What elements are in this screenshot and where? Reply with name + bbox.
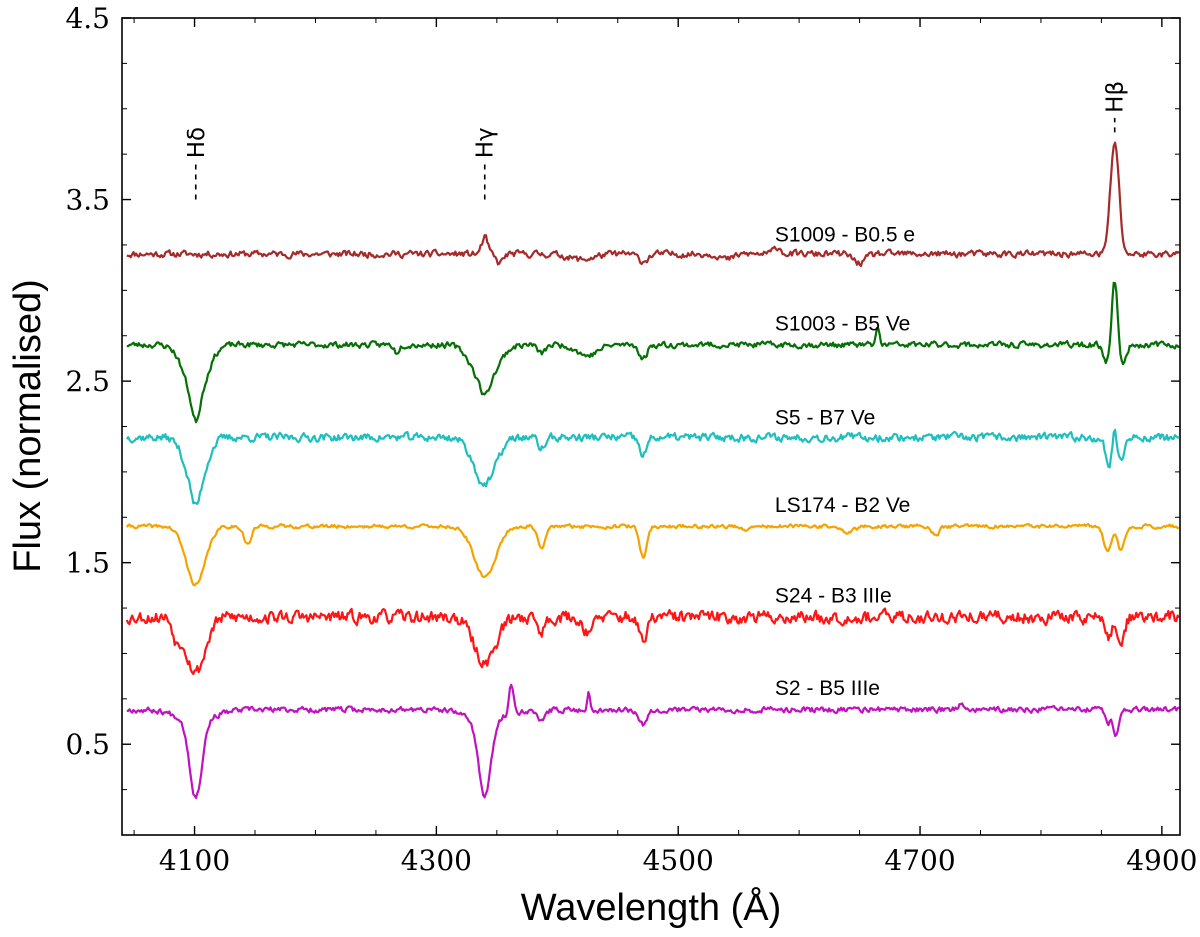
y-axis-label: Flux (normalised) [7, 279, 49, 573]
series-label: LS174 - B2 Ve [775, 494, 910, 517]
y-tick-label: 3.5 [65, 184, 110, 217]
x-axis-label: Wavelength (Å) [521, 885, 781, 929]
x-tick-label: 4300 [401, 844, 472, 877]
spectrum-line-4 [125, 607, 1180, 676]
y-tick-label: 1.5 [65, 547, 110, 580]
series-label: S1003 - B5 Ve [775, 312, 910, 335]
series-layer [125, 141, 1180, 800]
tick-layer: 4100 4300 4500 4700 4900 0.5 1.5 2.5 3.5 4.5 [65, 2, 1197, 877]
x-tick-label: 4900 [1126, 844, 1197, 877]
line-marker-layer: Hδ Hγ Hβ [184, 81, 1129, 200]
spectrum-line-5 [126, 683, 1180, 800]
spectrum-line-2 [125, 428, 1179, 505]
y-tick-label: 0.5 [65, 728, 110, 761]
x-tick-label: 4500 [643, 844, 714, 877]
spectrum-line-0 [126, 141, 1180, 268]
line-marker-label: Hγ [473, 127, 499, 158]
series-label: S1009 - B0.5 e [775, 223, 915, 246]
x-tick-label: 4100 [159, 844, 230, 877]
series-label: S5 - B7 Ve [775, 407, 875, 430]
x-tick-label: 4700 [884, 844, 955, 877]
y-tick-label: 2.5 [65, 365, 110, 398]
line-marker-label: Hβ [1103, 81, 1129, 113]
spectrum-line-3 [125, 522, 1179, 587]
series-label-layer: S1009 - B0.5 e S1003 - B5 Ve S5 - B7 Ve LS1… [775, 223, 915, 700]
plot-area [122, 18, 1180, 835]
series-label: S24 - B3 IIIe [775, 585, 892, 608]
series-label: S2 - B5 IIIe [775, 677, 880, 700]
line-marker-label: Hδ [184, 127, 210, 158]
spectrum-line-1 [126, 281, 1180, 424]
y-tick-label: 4.5 [65, 2, 110, 35]
